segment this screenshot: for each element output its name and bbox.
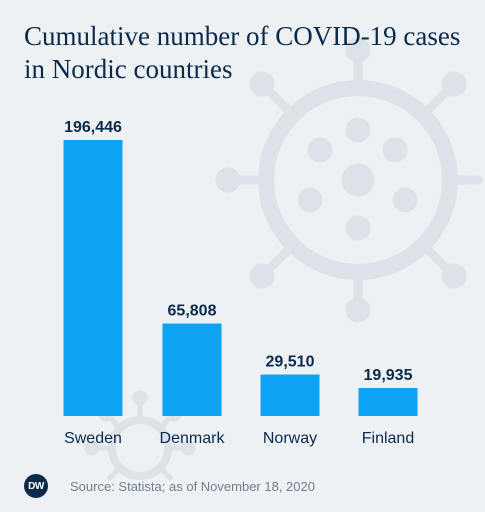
category-label-sweden: Sweden — [64, 430, 122, 447]
value-label-finland: 19,935 — [364, 367, 413, 384]
value-label-denmark: 65,808 — [168, 303, 217, 320]
bar-sweden — [63, 140, 123, 416]
category-label-finland: Finland — [362, 430, 414, 447]
footer: DW Source: Statista; as of November 18, … — [24, 474, 315, 498]
chart-title: Cumulative number of COVID-19 cases in N… — [24, 21, 461, 84]
dw-logo: DW — [24, 474, 48, 498]
value-label-norway: 29,510 — [266, 354, 315, 371]
source-note: Source: Statista; as of November 18, 202… — [70, 478, 315, 494]
bar-norway — [260, 374, 320, 416]
bar-finland — [358, 387, 418, 416]
value-label-sweden: 196,446 — [64, 119, 122, 136]
bar-denmark — [162, 323, 222, 416]
category-label-denmark: Denmark — [160, 430, 226, 447]
category-label-norway: Norway — [263, 430, 317, 447]
